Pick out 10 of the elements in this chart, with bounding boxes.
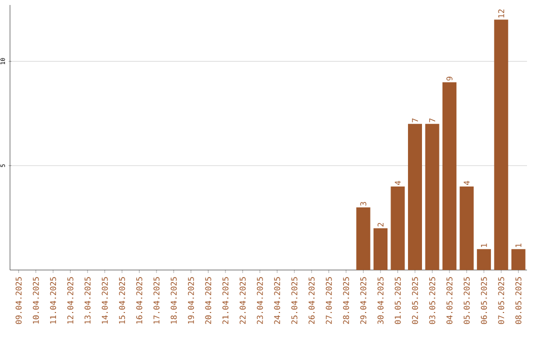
bar: [476, 249, 491, 270]
bar: [511, 249, 526, 270]
bar: [356, 207, 370, 270]
bar: [425, 124, 440, 270]
bar: [390, 186, 405, 270]
bar: [374, 228, 388, 270]
bar: [408, 124, 422, 270]
bar: [494, 20, 508, 270]
bar: [460, 186, 474, 270]
bar: [442, 82, 456, 270]
